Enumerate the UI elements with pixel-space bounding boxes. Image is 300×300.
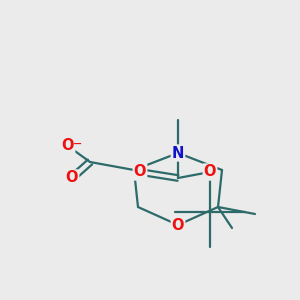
Text: N: N — [172, 146, 184, 160]
Text: O: O — [204, 164, 216, 179]
Text: O: O — [62, 139, 74, 154]
Text: O: O — [172, 218, 184, 232]
Text: O: O — [134, 164, 146, 179]
Text: −: − — [73, 139, 83, 149]
Text: O: O — [66, 170, 78, 185]
